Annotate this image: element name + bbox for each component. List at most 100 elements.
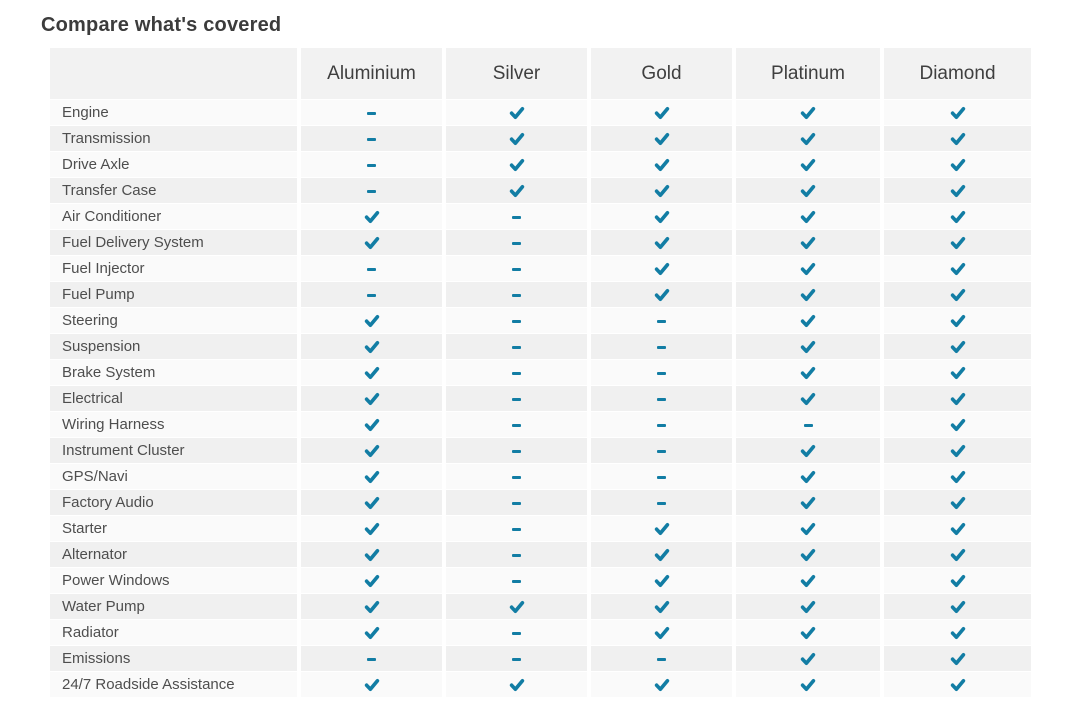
check-icon: [509, 106, 525, 120]
check-icon: [950, 652, 966, 666]
row-label: Transmission: [50, 126, 297, 151]
check-icon: [800, 470, 816, 484]
coverage-cell: [884, 152, 1031, 177]
coverage-cell: [446, 646, 587, 671]
dash-icon: [657, 371, 666, 375]
check-icon: [800, 262, 816, 276]
row-label: Starter: [50, 516, 297, 541]
dash-icon: [367, 137, 376, 141]
coverage-cell: [301, 594, 442, 619]
coverage-cell: [301, 568, 442, 593]
coverage-cell: [884, 230, 1031, 255]
check-icon: [364, 470, 380, 484]
coverage-cell: [736, 672, 880, 697]
dash-icon: [657, 657, 666, 661]
check-icon: [950, 548, 966, 562]
check-icon: [654, 678, 670, 692]
row-label: Factory Audio: [50, 490, 297, 515]
page-title: Compare what's covered: [41, 14, 282, 36]
check-icon: [800, 288, 816, 302]
dash-icon: [367, 189, 376, 193]
check-icon: [654, 522, 670, 536]
coverage-cell: [446, 360, 587, 385]
table-row: Drive Axle: [50, 152, 1031, 177]
column-header-gold: Gold: [591, 48, 732, 99]
row-label: Steering: [50, 308, 297, 333]
dash-icon: [657, 423, 666, 427]
check-icon: [800, 600, 816, 614]
row-label: Brake System: [50, 360, 297, 385]
coverage-cell: [446, 516, 587, 541]
dash-icon: [512, 267, 521, 271]
coverage-cell: [591, 230, 732, 255]
check-icon: [800, 210, 816, 224]
coverage-cell: [591, 620, 732, 645]
check-icon: [950, 262, 966, 276]
check-icon: [800, 314, 816, 328]
check-icon: [364, 574, 380, 588]
coverage-cell: [736, 594, 880, 619]
coverage-cell: [446, 438, 587, 463]
column-header-aluminium: Aluminium: [301, 48, 442, 99]
check-icon: [800, 522, 816, 536]
coverage-cell: [591, 334, 732, 359]
coverage-cell: [301, 334, 442, 359]
coverage-cell: [301, 308, 442, 333]
check-icon: [654, 548, 670, 562]
dash-icon: [367, 293, 376, 297]
coverage-cell: [301, 360, 442, 385]
coverage-cell: [736, 360, 880, 385]
coverage-cell: [446, 178, 587, 203]
dash-icon: [512, 319, 521, 323]
check-icon: [950, 210, 966, 224]
check-icon: [950, 340, 966, 354]
coverage-cell: [446, 152, 587, 177]
dash-icon: [657, 475, 666, 479]
dash-icon: [512, 293, 521, 297]
coverage-cell: [736, 152, 880, 177]
dash-icon: [657, 345, 666, 349]
coverage-cell: [446, 126, 587, 151]
coverage-cell: [884, 568, 1031, 593]
coverage-cell: [884, 542, 1031, 567]
row-label: Alternator: [50, 542, 297, 567]
dash-icon: [803, 423, 813, 427]
table-row: Starter: [50, 516, 1031, 541]
coverage-cell: [591, 542, 732, 567]
check-icon: [654, 288, 670, 302]
coverage-cell: [884, 490, 1031, 515]
check-icon: [364, 600, 380, 614]
coverage-cell: [736, 386, 880, 411]
check-icon: [364, 236, 380, 250]
coverage-cell: [884, 412, 1031, 437]
coverage-cell: [446, 282, 587, 307]
check-icon: [364, 418, 380, 432]
row-label: Instrument Cluster: [50, 438, 297, 463]
coverage-cell: [591, 308, 732, 333]
table-row: Wiring Harness: [50, 412, 1031, 437]
check-icon: [509, 600, 525, 614]
coverage-cell: [301, 178, 442, 203]
coverage-cell: [884, 464, 1031, 489]
table-row: 24/7 Roadside Assistance: [50, 672, 1031, 697]
coverage-cell: [301, 204, 442, 229]
check-icon: [950, 132, 966, 146]
check-icon: [950, 678, 966, 692]
check-icon: [364, 678, 380, 692]
coverage-cell: [736, 646, 880, 671]
coverage-cell: [736, 308, 880, 333]
row-label: Water Pump: [50, 594, 297, 619]
check-icon: [950, 366, 966, 380]
dash-icon: [367, 657, 376, 661]
check-icon: [800, 574, 816, 588]
coverage-cell: [884, 308, 1031, 333]
coverage-cell: [301, 438, 442, 463]
check-icon: [364, 444, 380, 458]
check-icon: [800, 340, 816, 354]
check-icon: [364, 392, 380, 406]
coverage-cell: [884, 646, 1031, 671]
row-label-header: [50, 48, 297, 99]
coverage-cell: [591, 178, 732, 203]
coverage-cell: [301, 464, 442, 489]
dash-icon: [657, 319, 666, 323]
